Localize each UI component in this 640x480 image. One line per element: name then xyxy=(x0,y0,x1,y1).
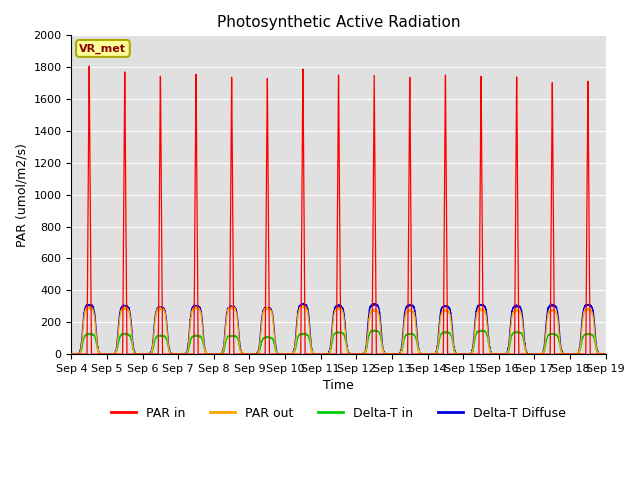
Legend: PAR in, PAR out, Delta-T in, Delta-T Diffuse: PAR in, PAR out, Delta-T in, Delta-T Dif… xyxy=(106,402,572,425)
Text: VR_met: VR_met xyxy=(79,43,127,54)
X-axis label: Time: Time xyxy=(323,379,354,392)
Title: Photosynthetic Active Radiation: Photosynthetic Active Radiation xyxy=(217,15,460,30)
Y-axis label: PAR (umol/m2/s): PAR (umol/m2/s) xyxy=(15,143,28,247)
